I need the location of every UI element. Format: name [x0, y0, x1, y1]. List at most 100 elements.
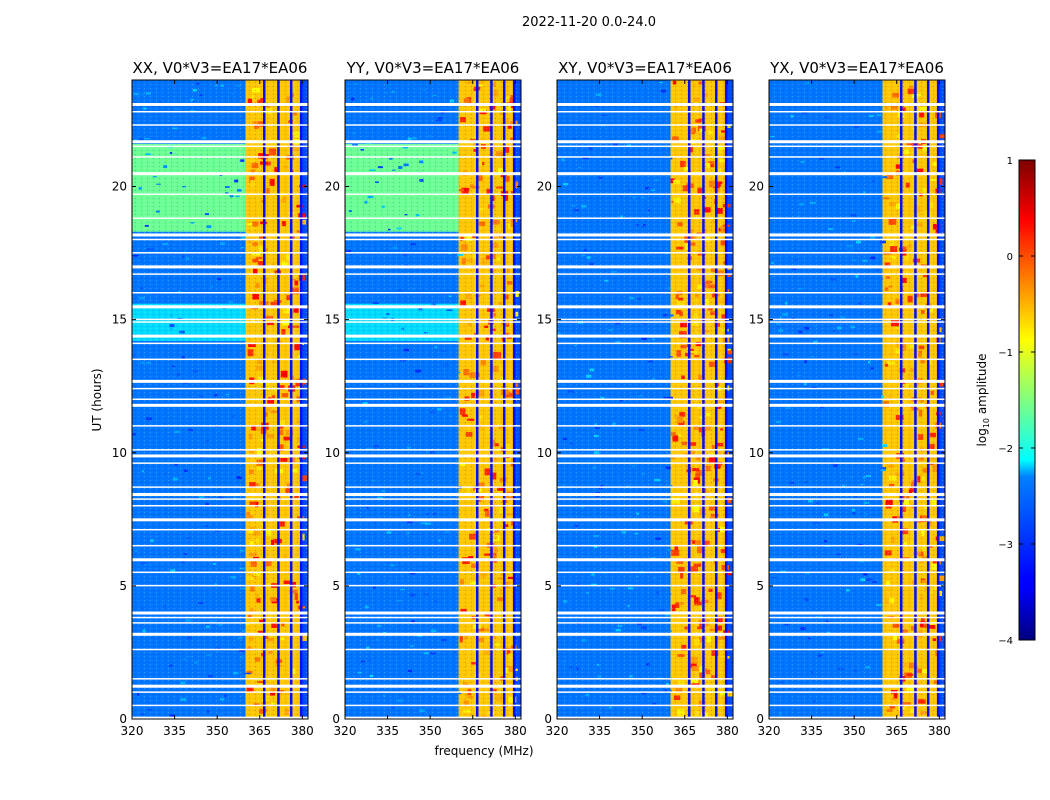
panel-frame — [344, 79, 522, 720]
flagged-time — [132, 648, 308, 651]
colorbar-fill — [1018, 159, 1036, 641]
flagged-time — [557, 622, 733, 624]
flagged-time — [557, 611, 733, 615]
flagged-time — [769, 716, 945, 719]
flagged-time — [345, 305, 521, 309]
flagged-time — [345, 217, 521, 219]
flagged-time — [769, 622, 945, 624]
panel-title: XX, V0*V3=EA17*EA06 — [133, 59, 308, 77]
y-tick-label: 20 — [112, 180, 127, 194]
panel-image-xy — [557, 80, 733, 719]
y-tick-label: 10 — [112, 446, 127, 460]
colorbar-tick-label: 1 — [1007, 156, 1013, 167]
flagged-time — [557, 544, 733, 547]
flagged-time — [557, 292, 733, 294]
flagged-time — [132, 358, 308, 361]
y-tick-label: 5 — [544, 579, 552, 593]
y-tick-label: 20 — [325, 180, 340, 194]
flagged-time — [132, 704, 308, 707]
flagged-time — [345, 193, 521, 195]
flagged-time — [345, 238, 521, 241]
y-tick-label: 5 — [119, 579, 127, 593]
flagged-time — [132, 238, 308, 241]
flagged-time — [557, 584, 733, 587]
x-tick-label: 380 — [928, 724, 951, 738]
panel-xx: XX, V0*V3=EA17*EA06 320 335 350 365 380 0 5 10 15… — [112, 59, 314, 738]
flagged-time — [132, 379, 308, 383]
flagged-time — [769, 648, 945, 651]
flagged-time — [769, 217, 945, 219]
flagged-time — [769, 691, 945, 693]
flagged-time — [345, 398, 521, 400]
flagged-time — [132, 716, 308, 719]
flagged-time — [132, 454, 308, 458]
y-axis-label: UT (hours) — [90, 368, 104, 431]
flagged-time — [132, 265, 308, 269]
flagged-time — [557, 398, 733, 400]
flagged-time — [557, 379, 733, 383]
flagged-time — [345, 172, 521, 176]
flagged-time — [769, 252, 945, 254]
x-tick-label: 320 — [758, 724, 781, 738]
x-tick-label: 380 — [504, 724, 527, 738]
x-tick-label: 335 — [588, 724, 611, 738]
flagged-time — [345, 571, 521, 574]
flagged-time — [132, 505, 308, 507]
flagged-time — [132, 486, 308, 488]
flagged-time — [345, 691, 521, 693]
flagged-time — [345, 124, 521, 126]
flagged-time — [557, 321, 733, 323]
x-tick-label: 320 — [546, 724, 569, 738]
flagged-time — [557, 217, 733, 219]
flagged-time — [769, 704, 945, 707]
flagged-time — [769, 632, 945, 636]
flagged-time — [345, 449, 521, 451]
flagged-time — [557, 252, 733, 254]
flagged-time — [345, 518, 521, 522]
flagged-time — [132, 498, 308, 500]
panels-group: XX, V0*V3=EA17*EA06 320 335 350 365 380 0 5 10 15… — [112, 59, 951, 738]
flagged-time — [557, 498, 733, 500]
flagged-time — [345, 678, 521, 680]
colorbar-tick-label: −4 — [998, 636, 1013, 647]
panel-xy: XY, V0*V3=EA17*EA06 320 335 350 365 380 0 5 10 15… — [537, 59, 739, 738]
x-tick-label: 380 — [291, 724, 314, 738]
x-tick-label: 380 — [716, 724, 739, 738]
panel-image-yy — [345, 80, 521, 719]
flagged-time — [769, 233, 945, 237]
flagged-time — [557, 558, 733, 562]
y-tick-label: 0 — [332, 712, 340, 726]
flagged-time — [132, 622, 308, 624]
y-tick-label: 5 — [332, 579, 340, 593]
flagged-time — [132, 156, 308, 158]
x-tick-label: 365 — [885, 724, 908, 738]
flagged-time — [345, 145, 521, 148]
flagged-time — [132, 252, 308, 254]
panel-frame — [131, 79, 309, 720]
flagged-time — [769, 305, 945, 309]
flagged-time — [557, 486, 733, 488]
flagged-time — [345, 558, 521, 562]
flagged-time — [345, 493, 521, 497]
flagged-time — [769, 273, 945, 275]
flagged-time — [345, 233, 521, 237]
panel-image-yx — [769, 80, 945, 719]
flagged-time — [345, 632, 521, 636]
y-tick-label: 15 — [325, 313, 340, 327]
flagged-time — [132, 691, 308, 693]
flagged-time — [345, 648, 521, 651]
y-tick-label: 20 — [537, 180, 552, 194]
colorbar-label: log10 amplitude — [975, 354, 991, 447]
x-tick-label: 350 — [843, 724, 866, 738]
flagged-time — [769, 498, 945, 500]
flagged-time — [132, 558, 308, 562]
flagged-time — [769, 145, 945, 148]
flagged-time — [132, 334, 308, 338]
flagged-time — [769, 544, 945, 547]
flagged-time — [132, 172, 308, 176]
flagged-time — [345, 528, 521, 531]
flagged-time — [557, 528, 733, 531]
flagged-time — [557, 691, 733, 693]
flagged-time — [557, 571, 733, 574]
